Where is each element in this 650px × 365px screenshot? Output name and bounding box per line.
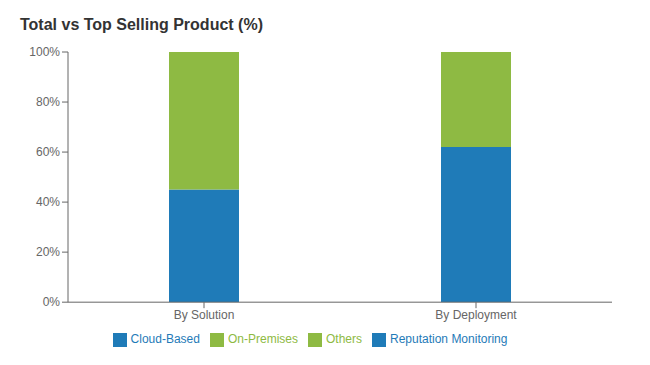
svg-text:100%: 100% (29, 45, 60, 59)
svg-text:By Deployment: By Deployment (435, 308, 517, 322)
svg-text:20%: 20% (36, 245, 60, 259)
svg-text:80%: 80% (36, 95, 60, 109)
svg-text:0%: 0% (43, 295, 61, 309)
html-text:Others: Others (326, 332, 362, 347)
svg-text:By Solution: By Solution (174, 308, 235, 322)
html-text:Cloud-Based: Cloud-Based (130, 332, 200, 347)
html-text:Total vs Top Selling Product (: Total vs Top Selling Product (%) (20, 16, 263, 33)
html-text:On-Premises: On-Premises (228, 332, 298, 347)
svg-text:60%: 60% (36, 145, 60, 159)
html-text:Reputation Monitoring: Reputation Monitoring (390, 332, 508, 347)
svg-text:40%: 40% (36, 195, 60, 209)
